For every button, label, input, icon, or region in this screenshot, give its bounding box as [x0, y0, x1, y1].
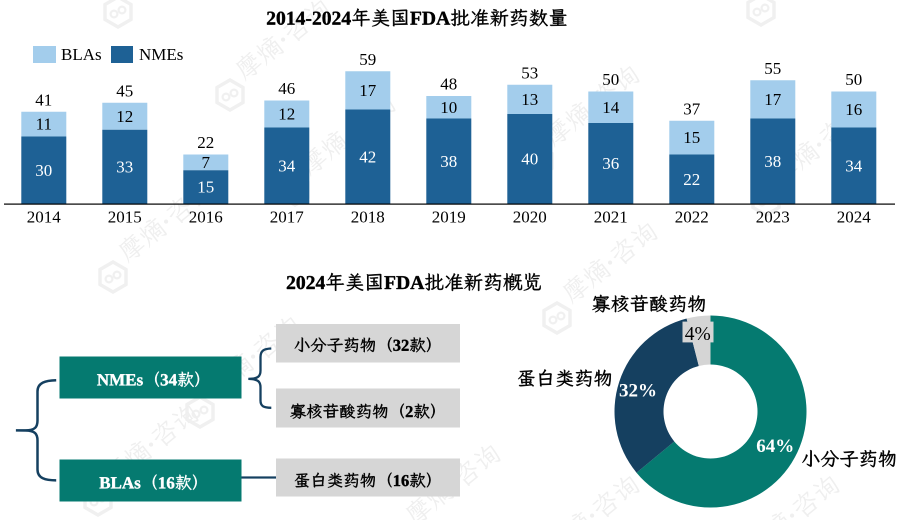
svg-text:48: 48 — [440, 75, 457, 94]
svg-text:11: 11 — [36, 115, 52, 134]
svg-text:59: 59 — [359, 50, 376, 69]
svg-text:2020: 2020 — [513, 208, 547, 227]
svg-text:15: 15 — [683, 128, 700, 147]
svg-text:41: 41 — [35, 91, 52, 110]
svg-text:32%: 32% — [619, 381, 657, 402]
svg-text:2015: 2015 — [108, 208, 142, 227]
svg-text:50: 50 — [845, 70, 862, 89]
svg-text:45: 45 — [116, 82, 133, 101]
svg-text:38: 38 — [764, 152, 781, 171]
svg-text:46: 46 — [278, 79, 295, 98]
svg-text:2017: 2017 — [270, 208, 305, 227]
svg-text:37: 37 — [683, 100, 701, 119]
svg-text:30: 30 — [35, 161, 52, 180]
svg-text:4%: 4% — [685, 324, 711, 345]
svg-text:17: 17 — [359, 81, 377, 100]
svg-text:64%: 64% — [756, 436, 794, 457]
svg-text:2023: 2023 — [756, 208, 790, 227]
svg-text:12: 12 — [116, 107, 133, 126]
svg-text:2016: 2016 — [189, 208, 223, 227]
svg-text:13: 13 — [521, 90, 538, 109]
svg-text:12: 12 — [278, 105, 295, 124]
svg-text:2019: 2019 — [432, 208, 466, 227]
svg-text:22: 22 — [683, 170, 700, 189]
svg-text:16: 16 — [845, 100, 862, 119]
svg-text:42: 42 — [359, 147, 376, 166]
svg-text:NMEs: NMEs — [139, 45, 183, 64]
svg-text:2014: 2014 — [27, 208, 62, 227]
svg-text:BLAs: BLAs — [61, 45, 102, 64]
svg-text:22: 22 — [197, 133, 214, 152]
svg-text:40: 40 — [521, 150, 538, 169]
svg-text:34: 34 — [278, 156, 296, 175]
svg-text:50: 50 — [602, 70, 619, 89]
svg-text:15: 15 — [197, 178, 214, 197]
svg-text:33: 33 — [116, 158, 133, 177]
svg-text:2024: 2024 — [837, 208, 872, 227]
svg-text:17: 17 — [764, 90, 782, 109]
svg-text:7: 7 — [202, 153, 211, 172]
svg-text:2021: 2021 — [594, 208, 628, 227]
svg-text:14: 14 — [602, 98, 620, 117]
svg-text:34: 34 — [845, 156, 863, 175]
svg-text:10: 10 — [440, 98, 457, 117]
svg-text:36: 36 — [602, 154, 619, 173]
svg-text:2022: 2022 — [675, 208, 709, 227]
svg-text:38: 38 — [440, 152, 457, 171]
svg-text:55: 55 — [764, 59, 781, 78]
svg-text:2018: 2018 — [351, 208, 385, 227]
svg-text:53: 53 — [521, 64, 538, 83]
